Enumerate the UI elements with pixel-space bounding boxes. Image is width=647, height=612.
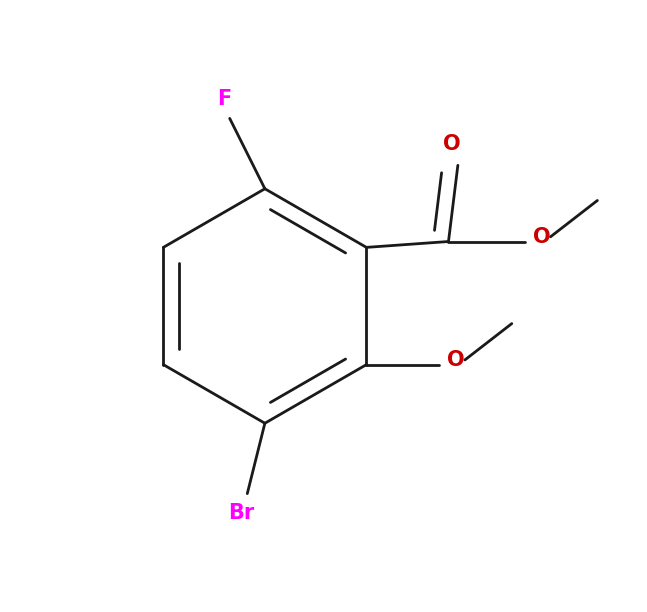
Text: O: O: [443, 133, 461, 154]
Text: O: O: [533, 227, 551, 247]
Text: Br: Br: [228, 503, 254, 523]
Text: F: F: [217, 89, 231, 109]
Text: O: O: [447, 350, 465, 370]
